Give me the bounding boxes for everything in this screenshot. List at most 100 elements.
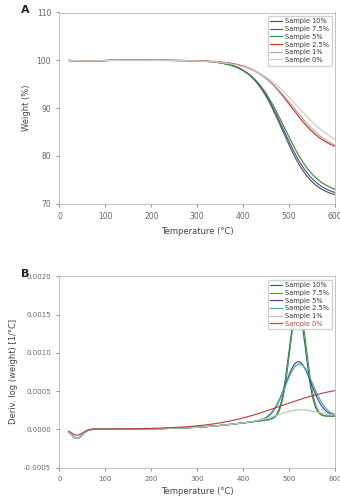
Sample 10% [189, 58, 193, 64]
Sample 1% [325, 138, 329, 144]
Text: B: B [21, 268, 29, 278]
Sample 1% [325, 411, 329, 417]
Sample 2.5% [196, 424, 200, 430]
Line: Sample 5%: Sample 5% [69, 60, 335, 189]
Sample 2.5% [325, 407, 329, 413]
Sample 0% [67, 428, 71, 434]
Sample 7.5% [276, 410, 280, 416]
Sample 7.5% [80, 432, 84, 438]
Sample 1% [123, 58, 128, 64]
X-axis label: Temperature (°C): Temperature (°C) [161, 488, 234, 496]
Sample 1% [276, 412, 280, 418]
Sample 0% [325, 389, 329, 395]
Sample 7.5% [67, 58, 71, 64]
Sample 2.5% [297, 361, 301, 367]
Sample 2.5% [325, 140, 329, 145]
Sample 7.5% [333, 190, 337, 196]
Sample 0% [189, 58, 193, 64]
Sample 1% [189, 424, 193, 430]
Sample 10% [325, 413, 329, 419]
Sample 10% [333, 192, 337, 198]
Sample 10% [67, 429, 71, 435]
Sample 10% [75, 436, 79, 442]
Sample 5% [276, 399, 280, 405]
Sample 0% [196, 422, 200, 428]
Sample 7.5% [333, 413, 337, 419]
Sample 10% [333, 413, 337, 419]
Sample 7.5% [276, 116, 280, 122]
Sample 2.5% [67, 429, 71, 435]
Sample 5% [125, 58, 129, 64]
Line: Sample 0%: Sample 0% [69, 60, 335, 139]
Sample 5% [67, 58, 71, 64]
Sample 2.5% [325, 140, 329, 146]
Sample 1% [333, 412, 337, 418]
Line: Sample 5%: Sample 5% [69, 362, 335, 438]
Sample 0% [325, 132, 329, 138]
Sample 1% [189, 58, 193, 64]
Sample 7.5% [67, 429, 71, 435]
Sample 7.5% [125, 58, 129, 64]
Sample 2.5% [80, 432, 84, 438]
Sample 7.5% [189, 424, 193, 430]
Sample 10% [196, 424, 200, 430]
Sample 1% [67, 58, 71, 64]
Sample 2.5% [276, 88, 280, 94]
Line: Sample 10%: Sample 10% [69, 60, 335, 194]
Sample 1% [80, 432, 84, 438]
Sample 0% [276, 404, 280, 410]
Sample 10% [276, 118, 280, 124]
Sample 10% [126, 58, 130, 64]
Sample 10% [80, 58, 84, 64]
Sample 7.5% [296, 302, 300, 308]
Sample 10% [325, 189, 329, 195]
Y-axis label: Weight (%): Weight (%) [22, 85, 31, 132]
Sample 0% [75, 432, 79, 438]
Sample 7.5% [196, 424, 200, 430]
Sample 10% [295, 304, 300, 310]
Sample 5% [67, 429, 71, 435]
Sample 5% [196, 424, 200, 430]
Sample 1% [196, 58, 200, 64]
Sample 5% [189, 58, 193, 64]
X-axis label: Temperature (°C): Temperature (°C) [161, 226, 234, 235]
Sample 5% [80, 58, 84, 64]
Sample 0% [196, 58, 200, 64]
Legend: Sample 10%, Sample 7.5%, Sample 5%, Sample 2.5%, Sample 1%, Sample 0%: Sample 10%, Sample 7.5%, Sample 5%, Samp… [268, 16, 331, 66]
Text: A: A [21, 5, 30, 15]
Sample 0% [333, 388, 337, 394]
Sample 1% [196, 424, 200, 430]
Sample 1% [299, 407, 303, 413]
Sample 5% [333, 412, 337, 418]
Sample 1% [67, 429, 71, 435]
Sample 0% [325, 132, 329, 138]
Sample 10% [325, 189, 329, 195]
Sample 7.5% [325, 413, 329, 419]
Sample 10% [67, 58, 71, 64]
Sample 7.5% [325, 186, 329, 192]
Line: Sample 1%: Sample 1% [69, 410, 335, 438]
Sample 0% [333, 136, 337, 142]
Sample 2.5% [80, 58, 84, 64]
Sample 0% [325, 389, 329, 395]
Sample 5% [80, 432, 84, 438]
Sample 5% [333, 186, 337, 192]
Sample 5% [325, 183, 329, 189]
Sample 5% [325, 183, 329, 189]
Sample 1% [80, 58, 84, 64]
Line: Sample 7.5%: Sample 7.5% [69, 60, 335, 192]
Sample 2.5% [276, 398, 280, 404]
Sample 2.5% [189, 58, 193, 64]
Sample 2.5% [325, 406, 329, 412]
Line: Sample 7.5%: Sample 7.5% [69, 304, 335, 438]
Line: Sample 10%: Sample 10% [69, 306, 335, 438]
Sample 1% [75, 436, 79, 442]
Line: Sample 2.5%: Sample 2.5% [69, 60, 335, 146]
Sample 0% [276, 84, 280, 90]
Sample 1% [325, 138, 329, 144]
Sample 10% [189, 424, 193, 430]
Sample 5% [276, 112, 280, 118]
Sample 10% [196, 58, 200, 64]
Sample 10% [80, 432, 84, 438]
Sample 0% [67, 58, 71, 64]
